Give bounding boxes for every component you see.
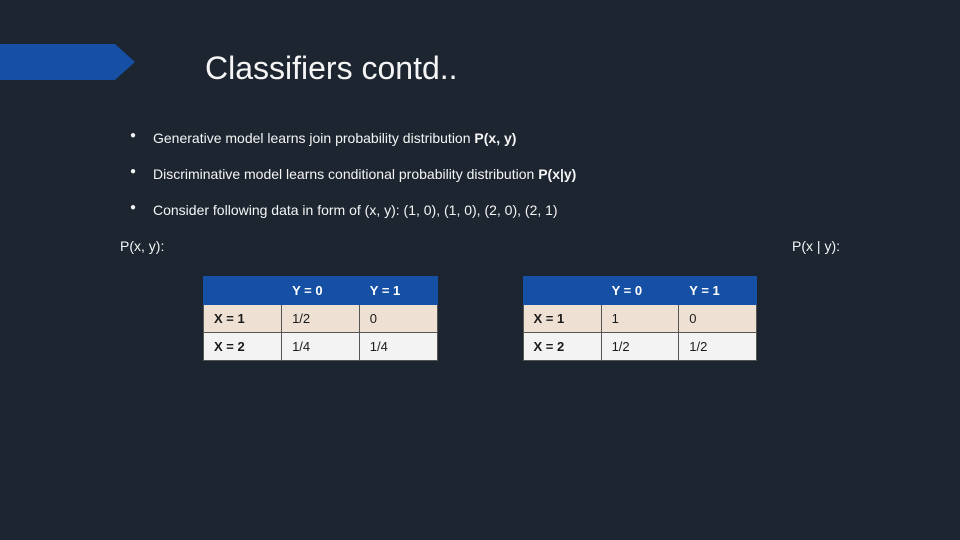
left-table-label: P(x, y): [120, 238, 164, 254]
cell-value: 1/2 [601, 333, 679, 361]
slide-title: Classifiers contd.. [205, 50, 458, 87]
conditional-prob-table: Y = 0 Y = 1 X = 1 1 0 X = 2 1/2 1/2 [523, 276, 758, 361]
cell-value: 1/4 [282, 333, 360, 361]
row-label: X = 1 [523, 305, 601, 333]
right-table-label: P(x | y): [792, 238, 840, 254]
table-header-empty [523, 277, 601, 305]
slide-content: Generative model learns join probability… [118, 130, 842, 361]
table-header-row: Y = 0 Y = 1 [204, 277, 438, 305]
table-row: X = 1 1/2 0 [204, 305, 438, 333]
joint-prob-table: Y = 0 Y = 1 X = 1 1/2 0 X = 2 1/4 1/4 [203, 276, 438, 361]
bullet-2-bold: P(x|y) [538, 166, 576, 182]
cell-value: 1/4 [359, 333, 437, 361]
cell-value: 1 [601, 305, 679, 333]
bullet-list: Generative model learns join probability… [118, 130, 842, 218]
table-row: X = 1 1 0 [523, 305, 757, 333]
cell-value: 0 [359, 305, 437, 333]
table-header-y0: Y = 0 [282, 277, 360, 305]
bullet-1-bold: P(x, y) [474, 130, 516, 146]
bullet-2-text: Discriminative model learns conditional … [153, 166, 538, 182]
row-label: X = 2 [204, 333, 282, 361]
bullet-1-text: Generative model learns join probability… [153, 130, 474, 146]
table-row: X = 2 1/2 1/2 [523, 333, 757, 361]
tables-container: Y = 0 Y = 1 X = 1 1/2 0 X = 2 1/4 1/4 [118, 276, 842, 361]
row-label: X = 2 [523, 333, 601, 361]
cell-value: 0 [679, 305, 757, 333]
table-header-y0: Y = 0 [601, 277, 679, 305]
table-labels-row: P(x, y): P(x | y): [118, 238, 842, 254]
bullet-2: Discriminative model learns conditional … [118, 166, 842, 182]
table-header-row: Y = 0 Y = 1 [523, 277, 757, 305]
cell-value: 1/2 [679, 333, 757, 361]
table-row: X = 2 1/4 1/4 [204, 333, 438, 361]
table-header-y1: Y = 1 [679, 277, 757, 305]
bullet-3: Consider following data in form of (x, y… [118, 202, 842, 218]
accent-arrow [0, 44, 135, 80]
cell-value: 1/2 [282, 305, 360, 333]
table-header-y1: Y = 1 [359, 277, 437, 305]
bullet-1: Generative model learns join probability… [118, 130, 842, 146]
table-header-empty [204, 277, 282, 305]
row-label: X = 1 [204, 305, 282, 333]
